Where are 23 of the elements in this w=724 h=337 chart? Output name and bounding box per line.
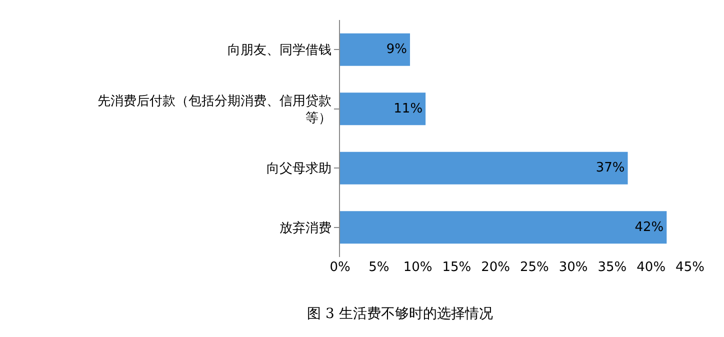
- bar: [340, 211, 667, 244]
- x-tick-label: 15%: [442, 260, 472, 275]
- data-label: 42%: [634, 220, 664, 235]
- bar: [340, 33, 410, 66]
- bar: [340, 152, 628, 184]
- data-label: 11%: [394, 101, 423, 116]
- bar: [340, 92, 426, 126]
- x-tick-label: 20%: [481, 260, 510, 275]
- x-tick-label: 10%: [403, 260, 432, 275]
- y-tick-label: 放弃消费: [279, 220, 332, 236]
- text: 图 3 生活费不够时的选择情况: [307, 306, 493, 322]
- y-tick-label: 向朋友、同学借钱: [227, 43, 332, 58]
- x-tick-label: 0%: [330, 260, 350, 275]
- x-tick-label: 40%: [636, 260, 666, 275]
- x-tick-label: 30%: [558, 260, 588, 275]
- data-label: 37%: [596, 160, 625, 176]
- x-tick-label: 35%: [598, 260, 627, 275]
- y-tick-label: 向父母求助: [266, 162, 332, 177]
- x-tick-label: 25%: [520, 260, 549, 275]
- x-tick-label: 5%: [368, 260, 390, 275]
- x-tick-label: 45%: [676, 260, 704, 275]
- data-label: 9%: [386, 42, 407, 58]
- y-tick-label: 先消费后付款（包括分期消费、信用贷款等）: [97, 94, 332, 126]
